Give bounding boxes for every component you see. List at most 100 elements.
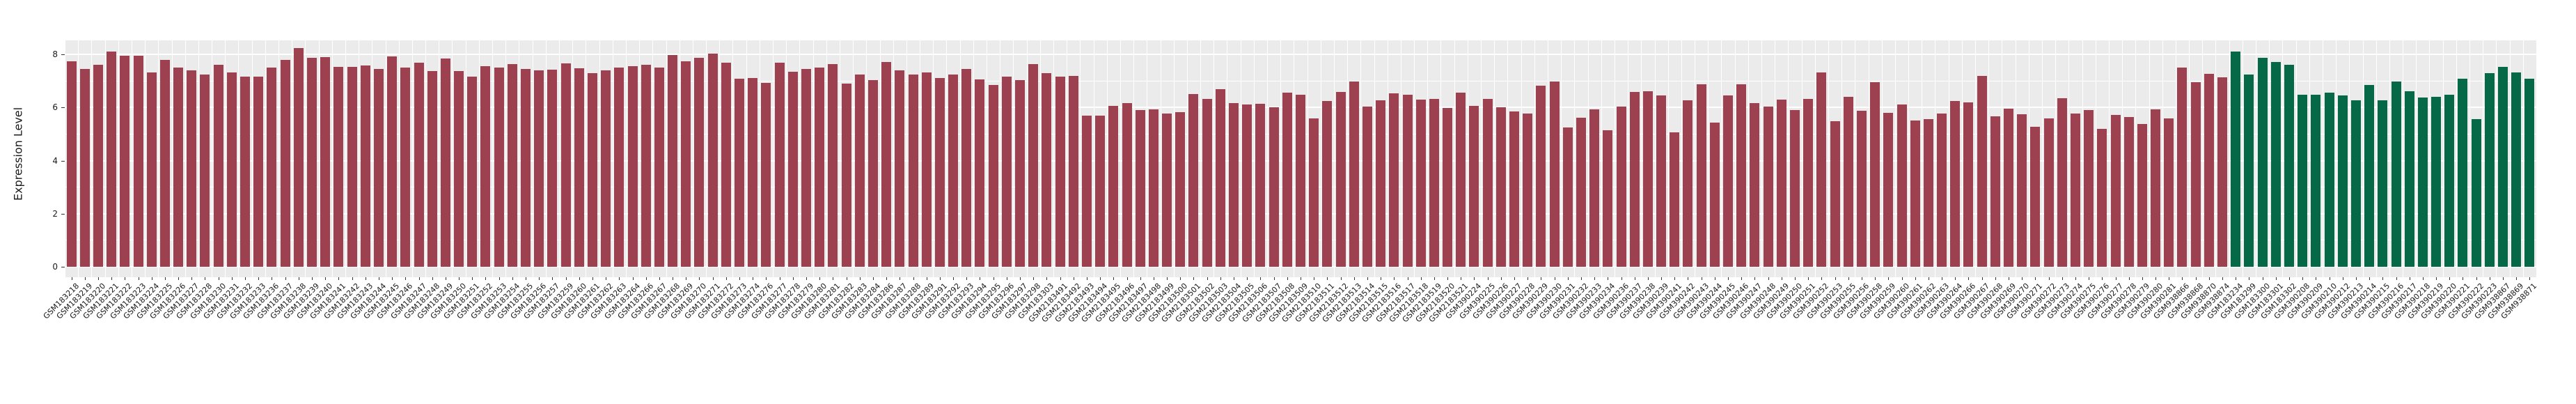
x-tick-mark	[939, 277, 941, 280]
bar	[440, 59, 450, 267]
bar	[934, 77, 945, 267]
x-tick-mark	[472, 277, 473, 280]
bar	[494, 68, 504, 267]
y-tick-label: 2	[52, 208, 58, 219]
bar	[1081, 115, 1092, 267]
gridline-vertical	[1641, 40, 1642, 277]
x-tick-mark	[619, 277, 620, 280]
x-tick-mark	[966, 277, 968, 280]
x-tick-mark	[1768, 277, 1769, 280]
bar	[1937, 113, 1947, 267]
x-tick-mark	[178, 277, 180, 280]
gridline-vertical	[1347, 40, 1349, 277]
bar	[774, 62, 785, 267]
gridline-vertical	[1734, 40, 1736, 277]
x-tick-mark	[1741, 277, 1743, 280]
gridline-vertical	[946, 40, 948, 277]
gridline-vertical	[1788, 40, 1789, 277]
gridline-vertical	[78, 40, 79, 277]
x-tick-mark	[2289, 277, 2290, 280]
gridline-vertical	[1841, 40, 1843, 277]
x-tick-mark	[1220, 277, 1221, 280]
gridline-vertical	[2375, 40, 2377, 277]
gridline-vertical	[1267, 40, 1269, 277]
gridline-vertical	[2309, 40, 2310, 277]
bar	[1229, 103, 1239, 267]
bar	[2030, 126, 2041, 267]
bar	[1282, 93, 1292, 267]
x-tick-mark	[913, 277, 914, 280]
gridline-vertical	[265, 40, 266, 277]
gridline-vertical	[572, 40, 574, 277]
bar	[1709, 122, 1720, 267]
x-tick-mark	[1728, 277, 1729, 280]
x-tick-mark	[659, 277, 660, 280]
x-tick-mark	[792, 277, 794, 280]
bar	[641, 65, 651, 267]
x-tick-mark	[2396, 277, 2397, 280]
gridline-vertical	[2068, 40, 2070, 277]
gridline-vertical	[719, 40, 721, 277]
x-tick-mark	[97, 277, 99, 280]
gridline-vertical	[933, 40, 934, 277]
bar	[1830, 121, 1840, 267]
bar	[1616, 107, 1626, 267]
gridline-vertical	[652, 40, 654, 277]
bar	[2458, 79, 2468, 267]
x-tick-mark	[1247, 277, 1248, 280]
bar	[1322, 101, 1333, 267]
x-tick-mark	[338, 277, 340, 280]
gridline-vertical	[545, 40, 547, 277]
x-tick-mark	[2182, 277, 2183, 280]
bar	[133, 55, 143, 267]
gridline-vertical	[91, 40, 93, 277]
x-tick-mark	[164, 277, 166, 280]
x-tick-mark	[1140, 277, 1141, 280]
gridline-vertical	[452, 40, 453, 277]
gridline-vertical	[1507, 40, 1509, 277]
gridline-vertical	[1120, 40, 1121, 277]
x-tick-mark	[2275, 277, 2277, 280]
bar	[2324, 92, 2334, 267]
gridline-vertical	[2082, 40, 2083, 277]
x-tick-mark	[1353, 277, 1355, 280]
bar	[707, 54, 718, 267]
x-tick-mark	[2422, 277, 2424, 280]
gridline-vertical	[158, 40, 159, 277]
gridline-vertical	[2496, 40, 2497, 277]
gridline-vertical	[278, 40, 280, 277]
bar	[307, 58, 317, 267]
bar	[347, 66, 357, 267]
gridline-vertical	[1307, 40, 1308, 277]
gridline-vertical	[625, 40, 627, 277]
x-tick-mark	[2048, 277, 2050, 280]
bar	[1763, 107, 1773, 267]
x-tick-mark	[2061, 277, 2063, 280]
bar	[574, 68, 584, 267]
bar	[1415, 99, 1426, 267]
x-tick-mark	[2302, 277, 2304, 280]
bar	[1750, 103, 1760, 267]
gridline-vertical	[1414, 40, 1415, 277]
x-tick-mark	[2208, 277, 2210, 280]
gridline-vertical	[866, 40, 867, 277]
x-tick-mark	[632, 277, 634, 280]
bar	[2123, 116, 2134, 267]
x-tick-mark	[1500, 277, 1502, 280]
x-tick-mark	[953, 277, 955, 280]
bar	[1990, 116, 2000, 267]
gridline-vertical	[559, 40, 560, 277]
bar	[1576, 117, 1586, 267]
gridline-vertical	[171, 40, 173, 277]
x-tick-mark	[1955, 277, 1956, 280]
bar	[1482, 98, 1493, 267]
gridline-vertical	[1667, 40, 1669, 277]
bar	[881, 62, 892, 267]
gridline-vertical	[706, 40, 707, 277]
x-tick-mark	[1527, 277, 1529, 280]
x-tick-mark	[1046, 277, 1048, 280]
gridline-vertical	[225, 40, 226, 277]
bar	[159, 59, 170, 267]
bar	[1309, 118, 1319, 267]
x-tick-mark	[2075, 277, 2076, 280]
